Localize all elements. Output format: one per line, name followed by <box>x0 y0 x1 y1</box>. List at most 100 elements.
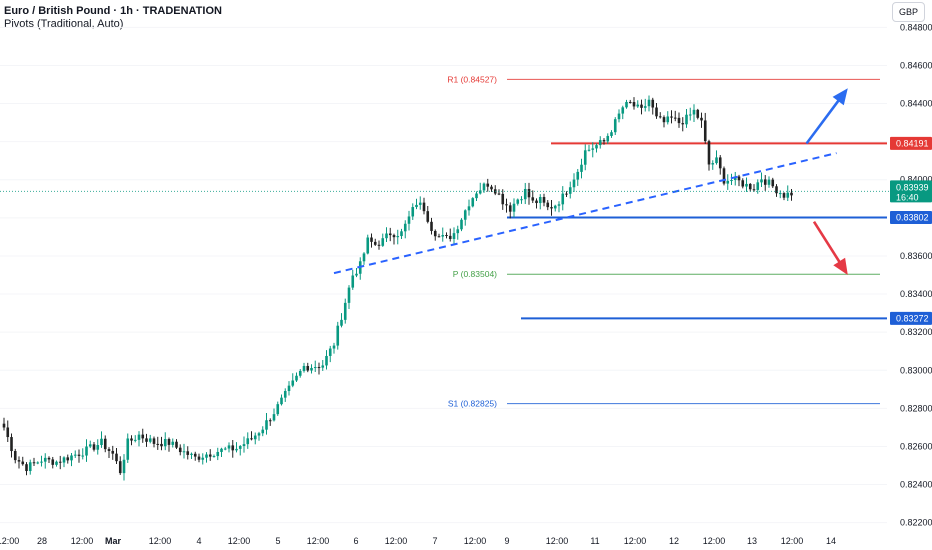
candle <box>426 206 430 224</box>
current-price-badge-countdown: 16:40 <box>896 192 919 202</box>
candle <box>737 174 741 187</box>
candle <box>711 160 715 170</box>
candle-body <box>10 437 13 452</box>
time-tick-label: 12:00 <box>307 536 330 546</box>
candle <box>730 173 733 185</box>
price-tick-label: 0.83200 <box>900 327 932 337</box>
candle-body <box>568 187 572 194</box>
candle <box>430 217 433 235</box>
candle <box>718 155 722 175</box>
candle-body <box>88 444 92 447</box>
candle <box>456 225 460 240</box>
candle <box>287 381 291 396</box>
candle <box>662 115 666 128</box>
candle <box>587 144 591 152</box>
candle-body <box>36 462 40 464</box>
candle-body <box>182 451 186 453</box>
current-price-badge: 0.83939 <box>896 182 929 192</box>
candle <box>216 447 220 461</box>
candle-body <box>328 348 332 356</box>
candle-body <box>520 199 523 201</box>
candle-body <box>707 141 711 165</box>
candle-body <box>433 230 437 237</box>
candle-body <box>700 117 703 121</box>
candle <box>10 433 13 458</box>
candle-body <box>317 367 321 369</box>
candle-body <box>43 457 47 462</box>
candle-body <box>58 461 62 463</box>
candle <box>163 432 167 451</box>
candle <box>265 412 268 435</box>
candle-body <box>625 101 628 108</box>
candle-body <box>448 235 452 239</box>
candle <box>280 394 283 406</box>
candle-body <box>400 231 403 237</box>
candle-body <box>583 150 587 165</box>
candle-body <box>565 193 568 195</box>
candle <box>182 443 186 459</box>
candle-body <box>17 460 21 462</box>
price-tick-label: 0.82400 <box>900 480 932 490</box>
candle <box>790 189 793 201</box>
candle <box>557 201 561 213</box>
candle <box>253 432 257 445</box>
candle-body <box>171 441 175 445</box>
candle-body <box>715 157 718 164</box>
candle-body <box>302 365 306 371</box>
candle-body <box>471 198 475 207</box>
candle-body <box>621 107 625 114</box>
time-tick-label: 12:00 <box>149 536 172 546</box>
candle-body <box>77 454 81 456</box>
candle-body <box>726 180 730 184</box>
candle-body <box>647 99 651 107</box>
currency-button[interactable]: GBP <box>892 2 925 22</box>
candle-body <box>175 441 178 448</box>
candle <box>373 238 377 246</box>
candle-body <box>527 188 531 198</box>
candle <box>332 342 336 354</box>
candle-body <box>137 434 141 440</box>
support-badge-1-bg <box>890 210 932 224</box>
candle-body <box>730 180 733 182</box>
candle <box>681 117 685 132</box>
candle <box>546 200 550 211</box>
candle <box>88 440 92 449</box>
candle <box>493 185 497 196</box>
candle <box>51 456 55 469</box>
candle-body <box>242 444 246 447</box>
candle-body <box>445 235 448 237</box>
candle-body <box>426 211 430 222</box>
candle <box>475 191 478 202</box>
candle-body <box>396 236 400 238</box>
price-tick-label: 0.82200 <box>900 518 932 528</box>
candle <box>152 436 156 448</box>
candle <box>591 142 595 158</box>
candle <box>553 204 557 212</box>
candle <box>741 178 745 189</box>
candle <box>306 362 310 373</box>
candle <box>133 435 137 443</box>
candle-body <box>347 287 351 303</box>
candle <box>261 426 265 437</box>
candle <box>220 447 223 458</box>
candle <box>703 112 707 144</box>
candle <box>640 99 643 115</box>
candle-body <box>231 445 235 451</box>
candle-body <box>790 192 793 196</box>
candle-body <box>666 116 670 123</box>
candle <box>115 447 118 464</box>
candle-body <box>73 454 77 456</box>
candle-body <box>145 438 148 442</box>
candle <box>733 171 737 186</box>
candle <box>81 448 85 460</box>
candle <box>598 136 602 149</box>
candle <box>677 112 681 128</box>
candle-body <box>152 438 156 444</box>
candle-body <box>711 163 715 165</box>
candle-body <box>332 345 336 349</box>
candle <box>490 184 493 192</box>
candle-body <box>677 117 681 124</box>
candle <box>347 285 351 310</box>
candle-body <box>636 104 640 107</box>
